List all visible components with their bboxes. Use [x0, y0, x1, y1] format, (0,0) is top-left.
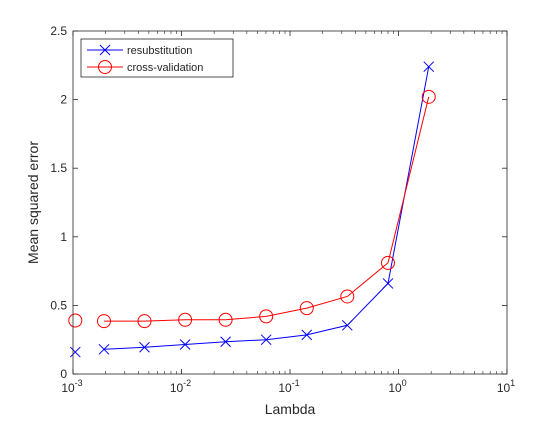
- legend-label: resubstitution: [127, 45, 192, 57]
- y-tick-label: 0.5: [50, 298, 67, 312]
- circle-marker: [96, 314, 111, 329]
- x-marker: [98, 343, 110, 355]
- axes-box: [72, 30, 508, 375]
- x-marker-stroke: [423, 61, 435, 73]
- x-marker: [69, 346, 81, 358]
- circle-marker: [178, 312, 193, 327]
- series-cross-validation: [68, 89, 436, 329]
- x-marker-stroke: [179, 339, 191, 350]
- x-marker: [99, 44, 111, 56]
- circle-marker: [299, 301, 314, 316]
- x-tick-label: 10-2: [170, 378, 191, 395]
- y-tick-label: 2: [60, 93, 67, 107]
- series-line: [103, 96, 430, 322]
- y-tick-label: 0: [60, 367, 67, 381]
- x-marker: [423, 61, 435, 73]
- x-tick-label: 101: [497, 378, 515, 395]
- legend-box: [80, 38, 234, 78]
- circle-marker: [340, 289, 355, 304]
- legend: resubstitution cross-validation: [80, 38, 234, 78]
- x-marker: [382, 278, 394, 289]
- y-axis-label: Mean squared error: [25, 141, 41, 264]
- circle-marker: [218, 312, 233, 327]
- circle-marker: [421, 89, 436, 104]
- x-marker-stroke: [69, 346, 81, 358]
- legend-item: resubstitution: [87, 44, 192, 57]
- circle-marker: [259, 309, 274, 324]
- circle-marker: [137, 314, 152, 329]
- x-marker: [341, 319, 353, 331]
- y-tick-label: 1.5: [50, 161, 67, 175]
- series-resubstitution: [69, 61, 435, 358]
- circle-marker: [68, 313, 83, 328]
- y-tick-label: 2.5: [50, 24, 67, 38]
- x-axis-label: Lambda: [265, 401, 316, 417]
- x-marker: [301, 329, 313, 341]
- circle-marker: [380, 255, 395, 270]
- axes-layer: 0 0.5 1 1.5 2 2.5 10-3 10-2 10-1 100 101: [50, 24, 515, 395]
- x-tick-label: 10-1: [278, 378, 299, 395]
- legend-label: cross-validation: [127, 62, 203, 74]
- x-marker-stroke: [220, 336, 231, 348]
- x-marker-stroke: [99, 44, 111, 56]
- y-tick-label: 1: [60, 230, 67, 244]
- x-marker-stroke: [98, 343, 110, 355]
- x-tick-label: 100: [388, 378, 406, 395]
- plot-area: [73, 31, 507, 374]
- x-marker: [260, 334, 272, 346]
- legend-item: cross-validation: [87, 60, 203, 74]
- x-marker-stroke: [301, 329, 313, 341]
- x-marker: [220, 336, 231, 348]
- x-marker-stroke: [139, 341, 150, 353]
- x-tick-label: 10-3: [61, 378, 82, 395]
- x-marker-stroke: [382, 278, 394, 289]
- circle-marker: [98, 60, 112, 74]
- x-marker-stroke: [260, 334, 272, 346]
- x-marker: [179, 339, 191, 350]
- x-marker-stroke: [341, 319, 353, 331]
- plot-background: [73, 31, 507, 374]
- series-layer: [68, 61, 436, 358]
- x-marker: [139, 341, 150, 353]
